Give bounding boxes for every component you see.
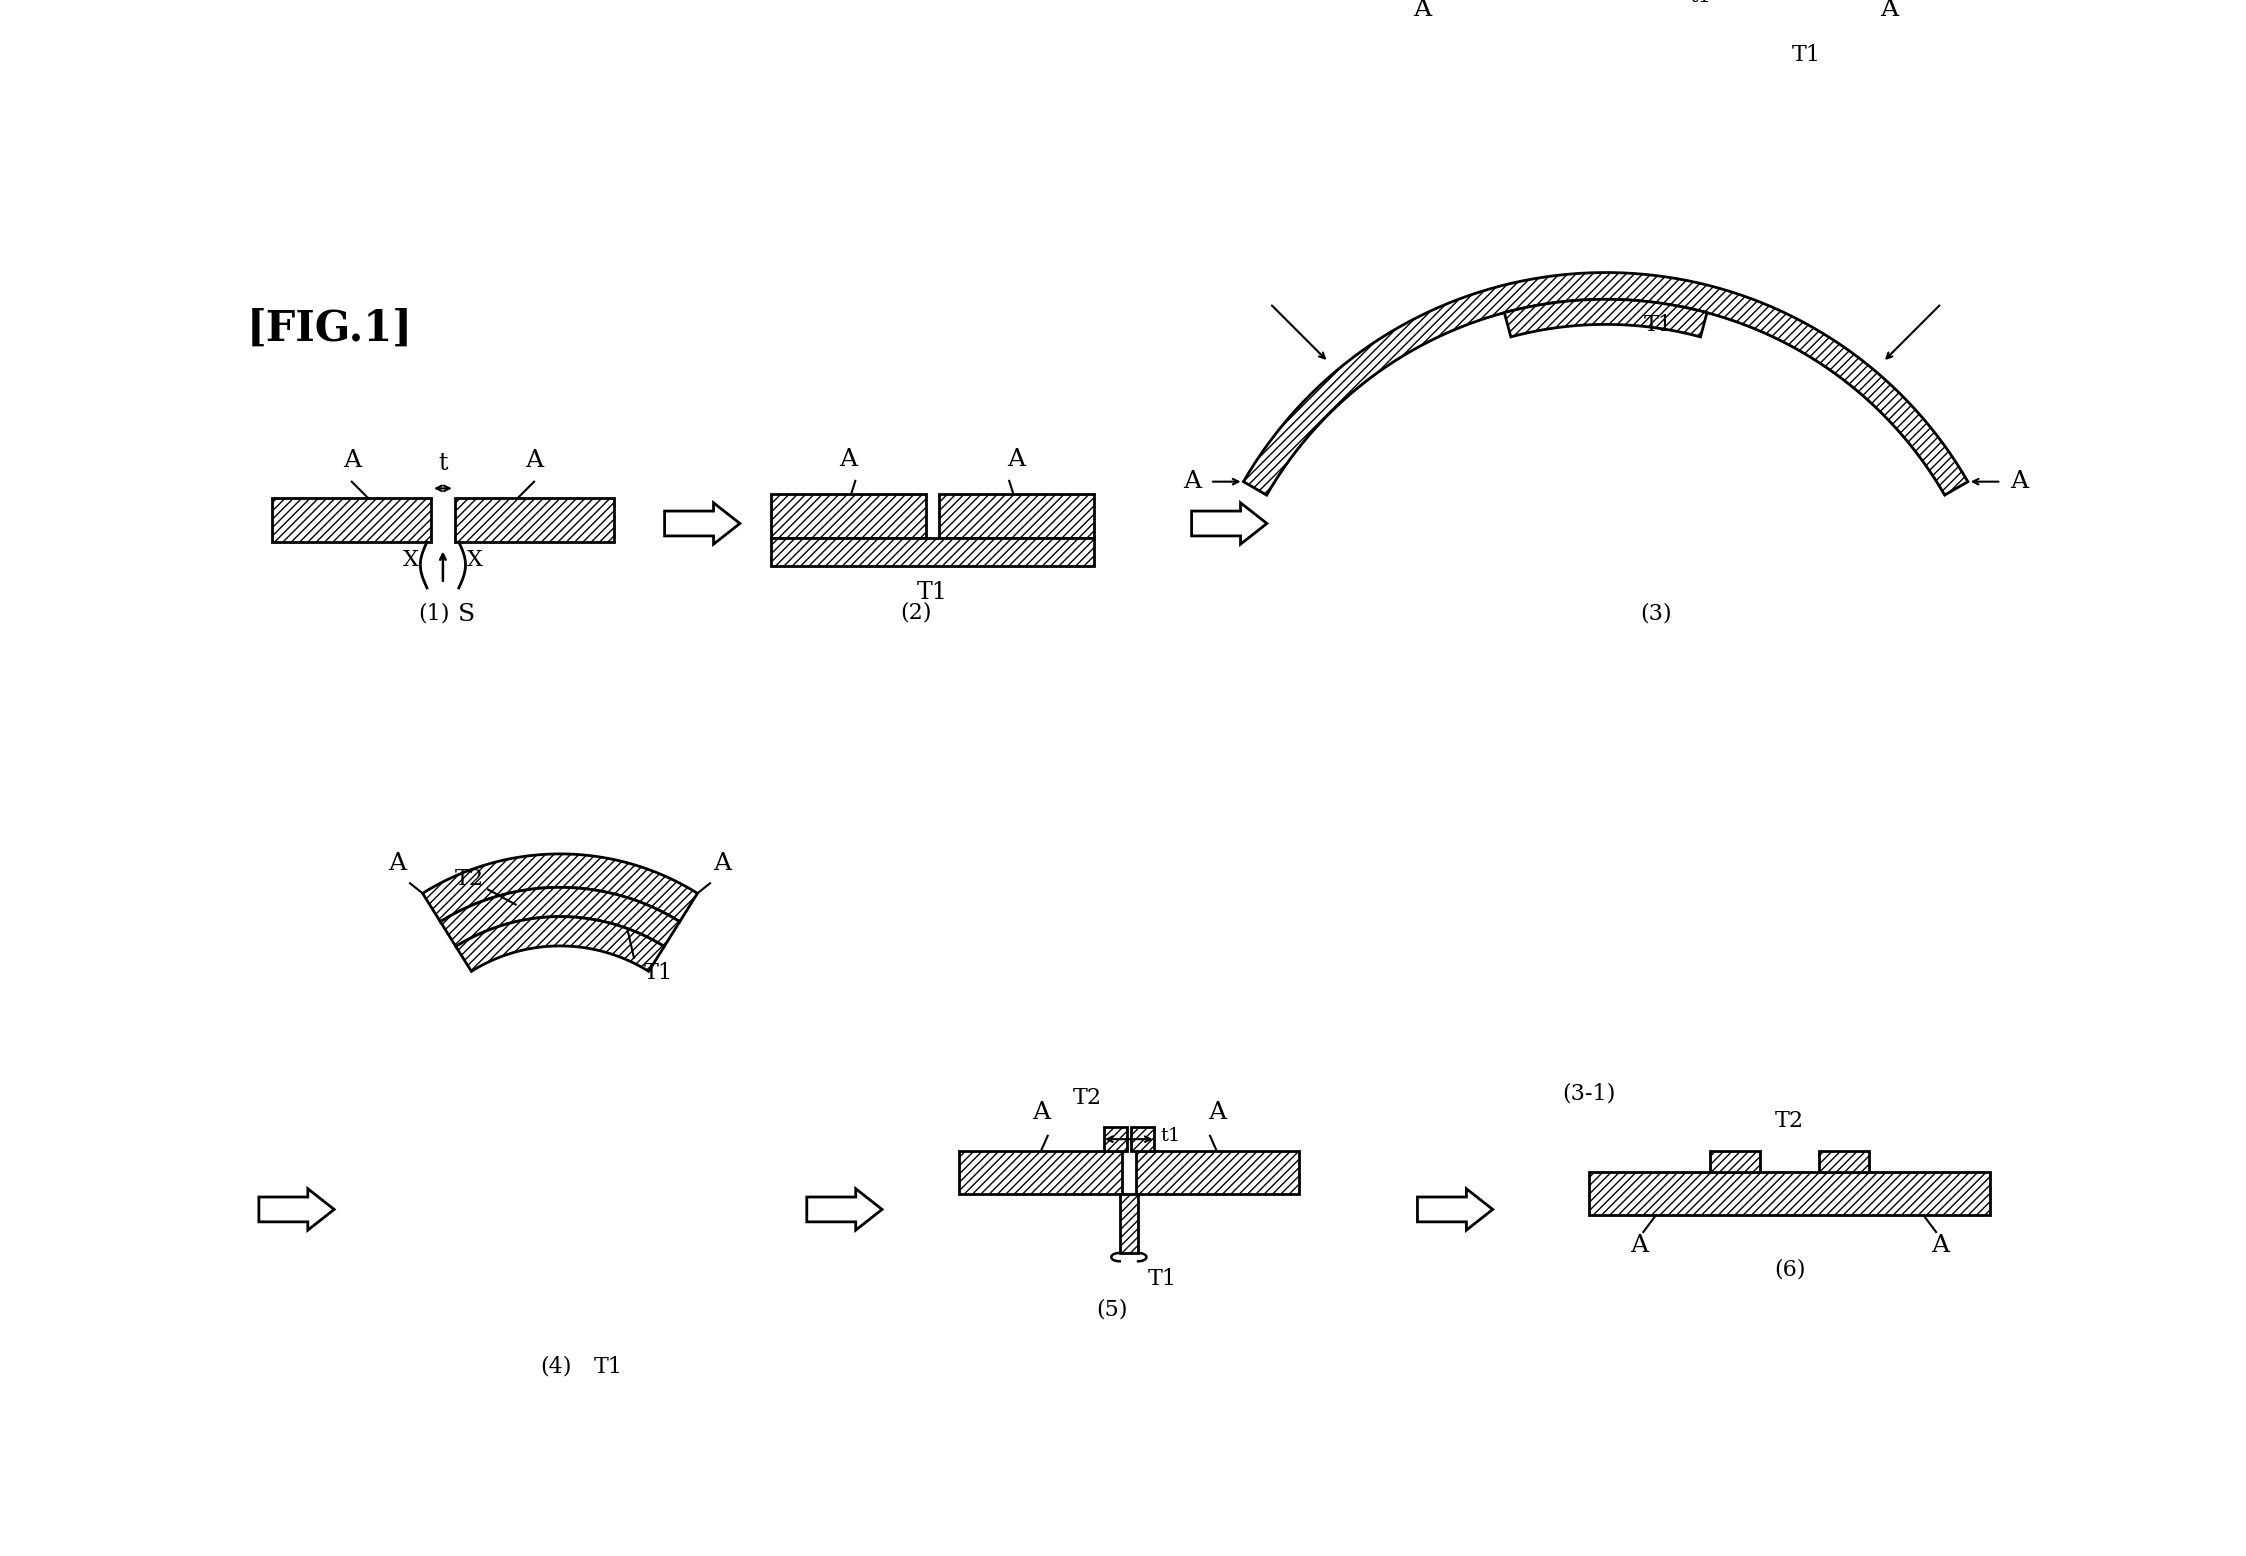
Text: A: A (344, 448, 362, 471)
Polygon shape (422, 854, 699, 921)
Text: A: A (1031, 1102, 1051, 1123)
Text: T2: T2 (456, 868, 485, 890)
Text: T1: T1 (593, 1355, 622, 1377)
Text: A: A (1932, 1234, 1950, 1257)
Text: t1: t1 (1689, 0, 1711, 6)
Text: A: A (1184, 470, 1202, 493)
Bar (272, 498, 431, 541)
Polygon shape (665, 503, 739, 545)
Bar (1819, 1151, 1869, 1172)
Text: t: t (438, 451, 447, 475)
Text: T1: T1 (645, 962, 674, 983)
Text: A: A (1208, 1102, 1226, 1123)
Text: (5): (5) (1096, 1299, 1127, 1321)
Text: A: A (1413, 0, 1431, 20)
Bar (1103, 1128, 1127, 1151)
Text: T1: T1 (916, 580, 948, 604)
Text: (3): (3) (1640, 604, 1671, 626)
Bar (770, 538, 1094, 566)
Text: T1: T1 (1644, 314, 1673, 336)
Text: A: A (526, 448, 544, 471)
Polygon shape (440, 887, 681, 946)
Text: (6): (6) (1774, 1259, 1806, 1281)
Text: A: A (389, 853, 407, 874)
Polygon shape (1505, 299, 1707, 338)
Bar (1709, 1151, 1761, 1172)
Text: T2: T2 (1774, 1111, 1804, 1133)
Text: [FIG.1]: [FIG.1] (247, 308, 413, 350)
Text: (3-1): (3-1) (1563, 1083, 1615, 1105)
Bar (1588, 1172, 1990, 1215)
Text: T1: T1 (1792, 44, 1822, 65)
Bar (1130, 1128, 1154, 1151)
Text: S: S (458, 604, 476, 626)
Polygon shape (258, 1189, 335, 1231)
Polygon shape (1417, 1189, 1494, 1231)
Bar (959, 1151, 1123, 1195)
Text: (1): (1) (418, 604, 449, 626)
Text: (4): (4) (539, 1355, 570, 1377)
Text: (2): (2) (901, 601, 932, 622)
Text: A: A (714, 853, 732, 874)
Text: X: X (404, 549, 420, 571)
Text: T1: T1 (1148, 1268, 1177, 1290)
Bar (939, 495, 1094, 538)
Text: A: A (840, 448, 858, 471)
Polygon shape (1193, 503, 1267, 545)
Text: X: X (467, 549, 483, 571)
Polygon shape (456, 916, 665, 971)
Text: t1: t1 (1161, 1127, 1181, 1145)
Text: A: A (1880, 0, 1898, 20)
Text: A: A (2010, 470, 2028, 493)
Text: A: A (1631, 1234, 1649, 1257)
Bar (770, 495, 925, 538)
Polygon shape (1473, 6, 1837, 90)
Bar (1136, 1151, 1298, 1195)
Polygon shape (806, 1189, 883, 1231)
Polygon shape (1451, 0, 1860, 73)
Polygon shape (1244, 272, 1967, 495)
Bar (454, 498, 613, 541)
Text: T2: T2 (1074, 1088, 1101, 1109)
Bar (1121, 1195, 1139, 1253)
Text: A: A (1006, 448, 1024, 471)
